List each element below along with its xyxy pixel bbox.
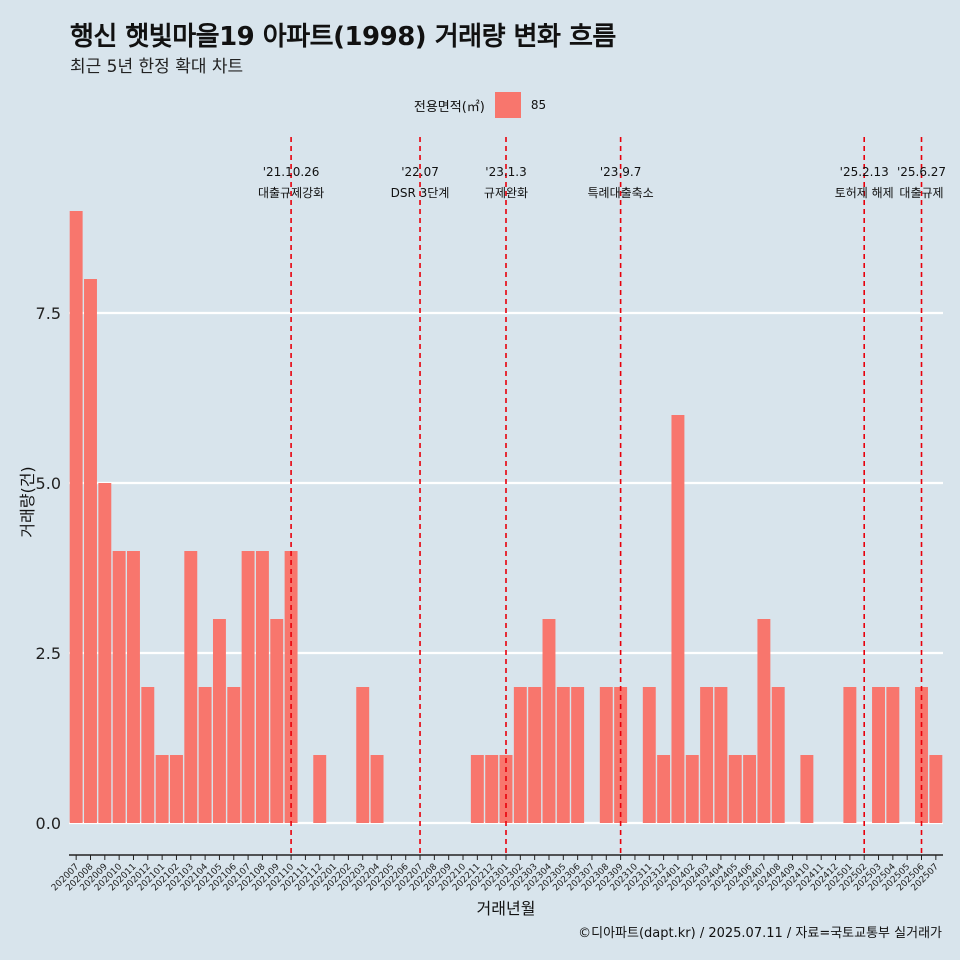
event-markers: '21.10.26 대출규제강화 '22.07 DSR 3단계 '23.1.3 규제완화 '…	[258, 137, 946, 855]
y-tick-label: 7.5	[36, 304, 61, 323]
bar-202410	[800, 755, 814, 823]
bar-202401	[671, 415, 685, 823]
bar-202105	[212, 619, 226, 823]
event-name-label: 특례대출축소	[587, 186, 653, 200]
bar-202104	[198, 687, 212, 823]
bar-202506	[915, 687, 928, 823]
chart-subtitle: 최근 5년 한정 확대 차트	[70, 57, 244, 77]
bar-202507	[929, 755, 943, 823]
event-name-label: 토허제 해제	[835, 186, 894, 200]
axes: 0.02.55.07.52020072020082020092020102020…	[18, 304, 943, 918]
bar-202304	[542, 619, 556, 823]
chart-title: 행신 햇빛마을19 아파트(1998) 거래량 변화 흐름	[70, 22, 616, 52]
bar-202406	[743, 755, 757, 823]
bar-202311	[642, 687, 656, 823]
bar-202011	[127, 551, 140, 823]
event-date-label: '22.07	[401, 165, 439, 179]
bar-202305	[556, 687, 570, 823]
y-axis-title: 거래량(건)	[18, 466, 37, 537]
bar-202008	[84, 279, 97, 823]
x-axis-title: 거래년월	[477, 899, 536, 918]
bar-202501	[843, 687, 857, 823]
bar-202103	[184, 551, 198, 823]
bar-202102	[169, 755, 183, 823]
bar-202312	[657, 755, 671, 823]
bar-202212	[485, 755, 499, 823]
event-name-label: DSR 3단계	[391, 186, 450, 200]
event-date-label: '23.9.7	[600, 165, 641, 179]
bar-202504	[886, 687, 900, 823]
event-name-label: 대출규제강화	[258, 186, 324, 200]
event-date-label: '25.6.27	[897, 165, 946, 179]
legend-title: 전용면적(㎡)	[413, 99, 485, 115]
legend-swatch	[494, 92, 521, 118]
y-tick-label: 0.0	[36, 814, 61, 833]
bar-202009	[98, 483, 112, 823]
legend-label: 85	[530, 98, 547, 112]
bar-202204	[370, 755, 384, 823]
bar-202109	[270, 619, 284, 823]
bar-202303	[528, 687, 542, 823]
bar-202403	[700, 687, 714, 823]
bar-202404	[714, 687, 728, 823]
bar-202203	[356, 687, 370, 823]
bar-202407	[757, 619, 771, 823]
bar-202408	[771, 687, 785, 823]
bar-202405	[728, 755, 742, 823]
bar-202106	[227, 687, 241, 823]
bar-202306	[571, 687, 585, 823]
bar-202308	[599, 687, 613, 823]
y-tick-label: 2.5	[36, 644, 61, 663]
event-date-label: '21.10.26	[263, 165, 320, 179]
bar-202012	[141, 687, 155, 823]
bar-202309	[614, 687, 628, 823]
event-date-label: '25.2.13	[840, 165, 889, 179]
bar-202112	[313, 755, 327, 823]
bar-202302	[513, 687, 527, 823]
bar-202211	[470, 755, 484, 823]
bars	[69, 211, 943, 823]
bar-202007	[69, 211, 83, 823]
event-date-label: '23.1.3	[485, 165, 526, 179]
bar-202402	[685, 755, 699, 823]
event-name-label: 대출규제	[899, 186, 943, 200]
bar-202503	[872, 687, 885, 823]
bar-202010	[112, 551, 126, 823]
event-name-label: 규제완화	[484, 186, 528, 200]
bar-202107	[241, 551, 255, 823]
y-tick-label: 5.0	[36, 474, 61, 493]
source-caption: ©디아파트(dapt.kr) / 2025.07.11 / 자료=국토교통부 실…	[578, 926, 942, 941]
legend: 전용면적(㎡) 85	[0, 92, 960, 118]
bar-202101	[155, 755, 169, 823]
bar-202108	[255, 551, 269, 823]
